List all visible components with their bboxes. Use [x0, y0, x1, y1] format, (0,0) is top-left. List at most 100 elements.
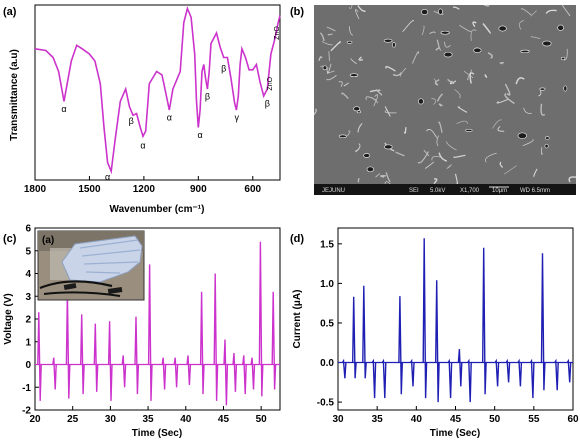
current-spike	[435, 280, 440, 403]
voltage-spike	[65, 291, 71, 399]
current-spike	[371, 358, 377, 399]
current-spike	[362, 285, 367, 379]
voltage-spike	[107, 321, 113, 401]
current-spike	[381, 358, 387, 399]
voltage-spike	[199, 291, 205, 395]
ftir-x-tick-label: 1800	[24, 184, 47, 195]
ftir-x-axis-label: Wavenumber (cm⁻¹)	[110, 204, 205, 215]
current-spike	[422, 238, 428, 399]
sem-footer-wd: WD 6.5mm	[520, 188, 550, 194]
current-spike	[398, 296, 403, 395]
current-y-tick-label: 1.5	[320, 239, 334, 250]
voltage-x-tick-label: 35	[143, 414, 155, 425]
voltage-spike	[147, 264, 153, 401]
current-spike	[505, 358, 511, 383]
current-spike	[554, 358, 559, 391]
current-y-tick-label: -0.5	[317, 398, 335, 409]
ftir-x-tick-label: 1500	[78, 184, 101, 195]
voltage-spike	[37, 312, 42, 401]
ftir-peak-annotation: β	[129, 116, 134, 126]
voltage-spike	[258, 241, 264, 397]
voltage-y-tick-label: 2	[25, 315, 31, 326]
current-plot-frame	[337, 227, 574, 411]
current-spike	[529, 358, 535, 399]
current-x-axis-label: Time (Sec)	[430, 428, 480, 439]
voltage-y-tick-label: 1	[25, 337, 31, 348]
ftir-peak-annotation: β	[265, 99, 270, 109]
current-spike	[566, 358, 572, 383]
voltage-spike	[186, 355, 192, 386]
inset-panel-label: (a)	[42, 235, 54, 246]
voltage-x-tick-label: 25	[67, 414, 79, 425]
voltage-x-tick-label: 45	[218, 414, 230, 425]
current-spike	[494, 358, 500, 387]
ftir-peak-annotation: β	[221, 64, 226, 74]
current-x-tick-label: 40	[411, 414, 423, 425]
voltage-x-axis-label: Time (Sec)	[132, 428, 182, 439]
ftir-y-axis-label: Transmittance (a.u)	[9, 49, 20, 141]
current-spike	[482, 247, 487, 395]
sem-footer-sei: SEI	[409, 188, 419, 194]
voltage-spike	[80, 314, 85, 395]
current-spike	[540, 253, 546, 391]
current-x-tick-label: 50	[489, 414, 501, 425]
current-series	[338, 238, 573, 403]
current-axis-ticks: 30 35 40 45 50 55 60 -0.5 0.0 0.5 1.0 1.5	[317, 239, 579, 425]
current-spike	[447, 358, 453, 399]
voltage-y-tick-label: -1	[22, 383, 31, 394]
voltage-spike	[242, 355, 247, 395]
ftir-annotations: α α β α α α β β γ β ZnO ZnO	[61, 26, 281, 182]
glove-inset-photo: (a)	[37, 230, 145, 301]
ftir-panel: (a) Transmittance (a.u) Wavenumber (cm⁻¹…	[3, 4, 281, 215]
current-spike	[517, 358, 523, 387]
voltage-x-tick-label: 40	[180, 414, 192, 425]
current-spike	[467, 358, 472, 403]
ftir-x-tick-label: 1200	[133, 184, 156, 195]
sem-footer-left: JEJUNU	[322, 188, 345, 194]
voltage-y-tick-label: 5	[25, 246, 31, 257]
voltage-x-tick-label: 50	[256, 414, 268, 425]
ftir-x-ticks: 1800 1500 1200 900 600	[24, 176, 262, 195]
current-y-tick-label: 1.0	[320, 279, 334, 290]
current-y-axis-label: Current (μA)	[292, 290, 303, 349]
voltage-spike	[52, 357, 57, 390]
sem-footer-kv: 5.0kV	[430, 188, 445, 194]
ftir-x-tick-label: 900	[190, 184, 207, 195]
voltage-spike	[121, 355, 127, 388]
sem-panel-label: (b)	[290, 6, 304, 18]
ftir-x-tick-label: 600	[244, 184, 261, 195]
current-panel-label: (d)	[290, 233, 304, 245]
current-spike	[410, 358, 415, 387]
voltage-spike	[223, 339, 229, 406]
ftir-plot-frame	[34, 4, 281, 181]
voltage-y-axis-label: Voltage (V)	[3, 293, 14, 344]
ftir-peak-annotation: ZnO	[267, 76, 274, 90]
sem-footer-scale: 10μm	[492, 188, 507, 194]
current-x-tick-label: 45	[450, 414, 462, 425]
current-spike	[457, 349, 463, 387]
ftir-peak-annotation: γ	[235, 113, 240, 123]
voltage-panel: (c) Voltage (V) Time (Sec) 20 25 30 35 40 45 5…	[3, 224, 281, 439]
voltage-spike	[173, 357, 179, 388]
ftir-peak-annotation: β	[205, 92, 210, 102]
sem-footer-bar	[314, 184, 576, 195]
ftir-transmittance-line	[34, 6, 281, 175]
ftir-peak-annotation: ZnO	[274, 26, 281, 40]
current-y-tick-label: 0.5	[320, 318, 334, 329]
ftir-panel-label: (a)	[3, 6, 17, 18]
ftir-peak-annotation: α	[61, 104, 66, 114]
voltage-y-tick-label: 6	[25, 224, 31, 235]
voltage-x-tick-label: 30	[105, 414, 117, 425]
voltage-x-tick-label: 20	[29, 414, 41, 425]
sem-footer-mag: X1,700	[460, 188, 480, 194]
current-panel: (d) Current (μA) Time (Sec) 30 35 40 45 50 55…	[290, 227, 579, 439]
current-x-tick-label: 35	[372, 414, 384, 425]
voltage-spike	[161, 357, 167, 390]
current-x-tick-label: 55	[528, 414, 540, 425]
voltage-spike	[134, 316, 140, 395]
voltage-spike	[271, 291, 277, 390]
voltage-y-tick-label: 3	[25, 292, 31, 303]
ftir-series	[34, 6, 281, 175]
